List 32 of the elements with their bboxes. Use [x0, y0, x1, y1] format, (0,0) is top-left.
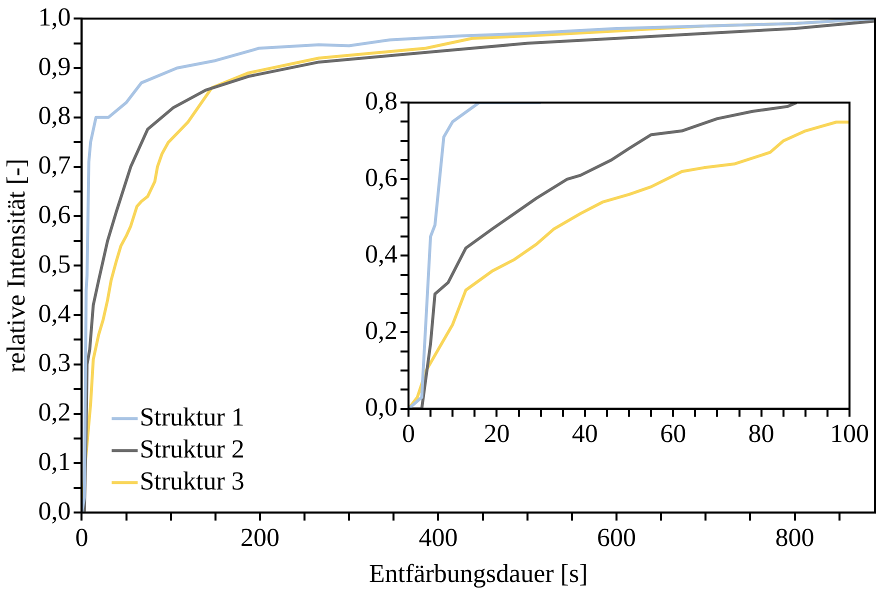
- legend-label: Struktur 2: [140, 434, 244, 464]
- y-tick-label: 0,3: [38, 348, 71, 378]
- y-axis-title: relative Intensität [-]: [1, 158, 30, 372]
- y-tick-label: 0,8: [38, 101, 71, 130]
- y-tick-label: 0,2: [38, 398, 71, 427]
- y-tick-label: 0,4: [38, 298, 71, 328]
- legend-label: Struktur 3: [140, 466, 244, 496]
- x-tick-label: 80: [748, 419, 774, 448]
- y-tick-label: 0,7: [38, 150, 71, 180]
- x-tick-label: 60: [660, 419, 686, 448]
- y-tick-label: 0,0: [365, 392, 398, 422]
- y-tick-label: 1,0: [38, 2, 71, 32]
- y-tick-label: 0,4: [365, 240, 398, 269]
- y-tick-label: 0,1: [38, 447, 71, 476]
- x-tick-label: 40: [572, 419, 598, 448]
- x-tick-label: 600: [597, 523, 636, 552]
- y-tick-label: 0,6: [38, 200, 71, 230]
- x-tick-label: 0: [75, 523, 88, 552]
- x-axis-title: Entfärbungsdauer [s]: [368, 559, 588, 588]
- x-tick-label: 20: [484, 419, 510, 448]
- x-tick-label: 400: [418, 523, 458, 552]
- y-tick-label: 0,9: [38, 52, 71, 81]
- y-tick-label: 0,0: [38, 496, 71, 526]
- y-tick-label: 0,6: [365, 162, 398, 192]
- y-tick-label: 0,2: [365, 316, 398, 346]
- x-tick-label: 100: [830, 419, 869, 448]
- x-tick-label: 800: [775, 523, 814, 552]
- legend-label: Struktur 1: [140, 402, 244, 432]
- x-tick-label: 200: [240, 523, 280, 552]
- x-tick-label: 0: [402, 419, 415, 448]
- y-tick-label: 0,8: [365, 86, 398, 116]
- y-tick-label: 0,5: [38, 249, 71, 278]
